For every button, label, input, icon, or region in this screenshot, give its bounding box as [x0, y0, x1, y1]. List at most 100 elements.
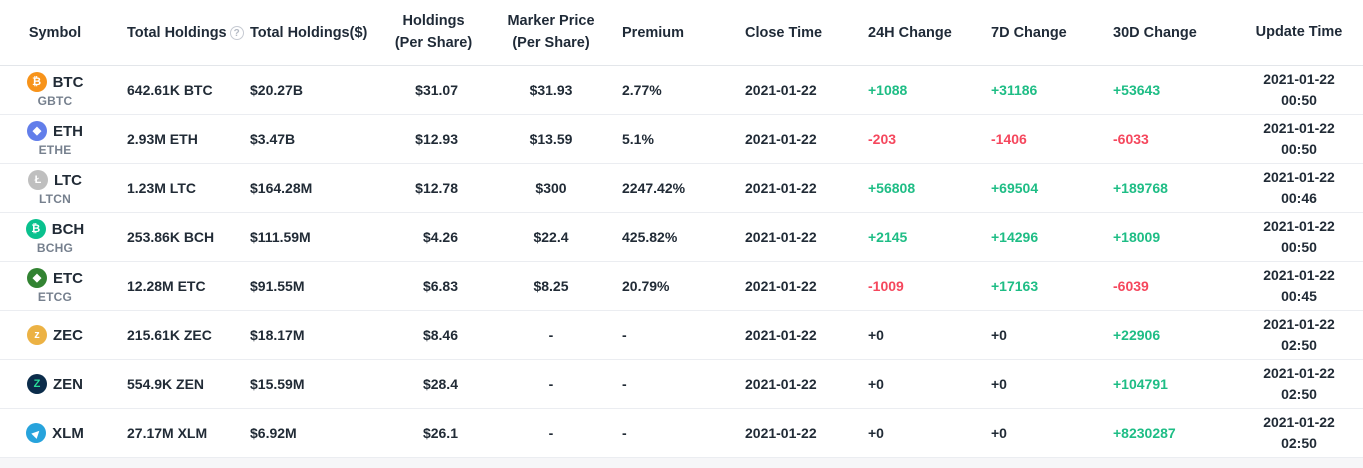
- premium-cell: 20.79%: [622, 278, 670, 294]
- close-time-cell: 2021-01-22: [745, 425, 817, 441]
- premium-cell: 2.77%: [622, 82, 662, 98]
- trust-ticker-label: GBTC: [37, 94, 73, 108]
- col-header-7d-change: 7D Change: [991, 24, 1067, 41]
- close-time-cell: 2021-01-22: [745, 131, 817, 147]
- total-holdings-usd-cell: $3.47B: [250, 131, 296, 147]
- trust-ticker-label: LTCN: [39, 192, 71, 206]
- total-holdings-usd-cell: $20.27B: [250, 82, 303, 98]
- change-7d-cell: -1406: [991, 131, 1027, 147]
- holdings-per-share-cell: $12.93: [415, 131, 458, 147]
- holdings-per-share-cell: $4.26: [422, 229, 458, 245]
- total-holdings-usd-cell: $15.59M: [250, 376, 305, 392]
- ticker-label: XLM: [52, 424, 84, 442]
- marker-price-cell: $13.59: [529, 130, 573, 147]
- total-holdings-cell: 12.28M ETC: [127, 278, 206, 294]
- col-header-close-time: Close Time: [745, 24, 823, 41]
- total-holdings-usd-cell: $111.59M: [250, 229, 311, 245]
- change-30d-cell: +189768: [1113, 180, 1168, 196]
- col-header-holdings-per-share: Holdings (Per Share): [394, 13, 473, 51]
- table-header-row: Symbol Total Holdings? Total Holdings($)…: [0, 0, 1363, 66]
- update-time-cell: 2021-01-22 00:50: [1263, 71, 1335, 108]
- marker-price-cell: -: [548, 375, 554, 392]
- change-7d-cell: +0: [991, 376, 1007, 392]
- col-header-update-time: Update Time: [1255, 23, 1343, 40]
- update-time-cell: 2021-01-22 02:50: [1263, 316, 1335, 353]
- change-24h-cell: +0: [868, 327, 884, 343]
- change-30d-cell: +18009: [1113, 229, 1161, 245]
- symbol-cell: ◆ ETH ETHE: [0, 121, 110, 157]
- footer-strip: [0, 458, 1363, 468]
- col-header-total-holdings-usd: Total Holdings($): [250, 24, 368, 41]
- total-holdings-cell: 554.9K ZEN: [127, 376, 205, 392]
- premium-cell: 425.82%: [622, 229, 678, 245]
- change-24h-cell: -1009: [868, 278, 904, 294]
- symbol-cell: Ł LTC LTCN: [0, 170, 110, 206]
- symbol-cell: ◆ ETC ETCG: [0, 268, 110, 304]
- ticker-label: BCH: [51, 220, 85, 238]
- eth-icon: ◆: [27, 121, 47, 141]
- marker-price-cell: $31.93: [529, 81, 573, 98]
- ticker-label: ETH: [53, 122, 83, 140]
- total-holdings-cell: 27.17M XLM: [127, 425, 208, 441]
- total-holdings-usd-cell: $91.55M: [250, 278, 305, 294]
- update-time-cell: 2021-01-22 02:50: [1263, 365, 1335, 402]
- premium-cell: -: [622, 425, 627, 441]
- update-time-cell: 2021-01-22 00:50: [1263, 218, 1335, 255]
- total-holdings-cell: 642.61K BTC: [127, 82, 213, 98]
- change-7d-cell: +17163: [991, 278, 1039, 294]
- ltc-icon: Ł: [27, 170, 48, 190]
- marker-price-cell: $22.4: [533, 228, 569, 245]
- total-holdings-cell: 253.86K BCH: [127, 229, 215, 245]
- change-7d-cell: +0: [991, 327, 1007, 343]
- change-24h-cell: +1088: [868, 82, 908, 98]
- update-time-cell: 2021-01-22 00:50: [1263, 120, 1335, 157]
- marker-price-cell: -: [548, 326, 554, 343]
- table-row-btc: ₿ BTC GBTC 642.61K BTC $20.27B $31.07 $31…: [0, 66, 1363, 115]
- close-time-cell: 2021-01-22: [745, 180, 817, 196]
- update-time-cell: 2021-01-22 02:50: [1263, 414, 1335, 451]
- premium-cell: 2247.42%: [622, 180, 686, 196]
- bch-icon: ₿: [25, 219, 46, 239]
- trust-ticker-label: ETHE: [38, 143, 72, 157]
- table-row-etc: ◆ ETC ETCG 12.28M ETC $91.55M $6.83 $8.25…: [0, 262, 1363, 311]
- table-row-ltc: Ł LTC LTCN 1.23M LTC $164.28M $12.78 $300…: [0, 164, 1363, 213]
- xlm-icon: ▶: [26, 423, 47, 443]
- table-row-xlm: ▶ XLM 27.17M XLM $6.92M $26.1 - - 2021-01…: [0, 409, 1363, 458]
- holdings-per-share-cell: $31.07: [415, 82, 458, 98]
- trust-ticker-label: ETCG: [37, 290, 73, 304]
- marker-price-cell: $8.25: [533, 277, 569, 294]
- change-7d-cell: +0: [991, 425, 1007, 441]
- change-24h-cell: +0: [868, 425, 884, 441]
- total-holdings-usd-cell: $18.17M: [250, 327, 305, 343]
- marker-price-cell: -: [548, 424, 554, 441]
- btc-icon: ₿: [26, 72, 47, 92]
- holdings-per-share-cell: $26.1: [422, 425, 458, 441]
- holdings-per-share-cell: $8.46: [422, 327, 458, 343]
- ticker-label: ZEN: [53, 375, 83, 393]
- symbol-cell: z ZEC: [0, 325, 110, 345]
- change-24h-cell: +0: [868, 376, 884, 392]
- ticker-label: ETC: [53, 269, 83, 287]
- change-24h-cell: +2145: [868, 229, 908, 245]
- close-time-cell: 2021-01-22: [745, 327, 817, 343]
- zec-icon: z: [27, 325, 47, 345]
- zen-icon: Z: [27, 374, 47, 394]
- table-row-eth: ◆ ETH ETHE 2.93M ETH $3.47B $12.93 $13.59…: [0, 115, 1363, 164]
- holdings-per-share-cell: $12.78: [415, 180, 458, 196]
- table-row-zec: z ZEC 215.61K ZEC $18.17M $8.46 - - 2021-…: [0, 311, 1363, 360]
- close-time-cell: 2021-01-22: [745, 229, 817, 245]
- info-icon[interactable]: ?: [229, 26, 244, 40]
- col-header-symbol: Symbol: [28, 24, 82, 41]
- symbol-cell: ₿ BCH BCHG: [0, 219, 110, 255]
- change-7d-cell: +14296: [991, 229, 1039, 245]
- col-header-24h-change: 24H Change: [868, 24, 952, 41]
- change-24h-cell: +56808: [868, 180, 916, 196]
- change-30d-cell: +8230287: [1113, 425, 1176, 441]
- symbol-cell: ₿ BTC GBTC: [0, 72, 110, 108]
- close-time-cell: 2021-01-22: [745, 82, 817, 98]
- col-header-30d-change: 30D Change: [1113, 24, 1197, 41]
- total-holdings-cell: 2.93M ETH: [127, 131, 198, 147]
- close-time-cell: 2021-01-22: [745, 278, 817, 294]
- change-7d-cell: +31186: [991, 82, 1038, 98]
